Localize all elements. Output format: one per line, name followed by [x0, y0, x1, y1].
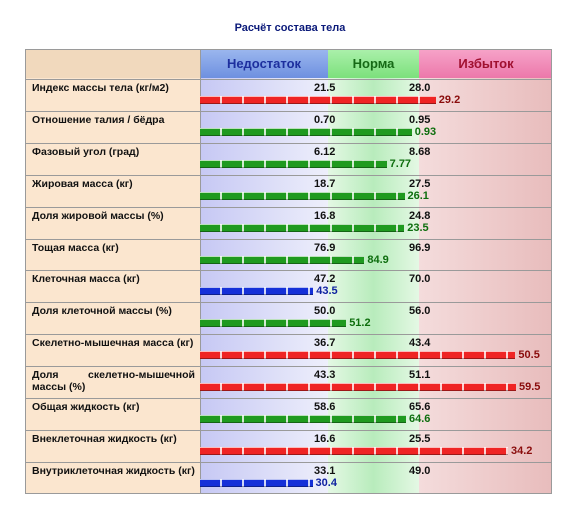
norm-high-value: 70.0: [409, 273, 431, 286]
norm-high-value: 0.95: [409, 113, 431, 126]
value-bar: [200, 319, 347, 328]
row-label: Внеклеточная жидкость (кг): [32, 432, 177, 445]
row-divider: [26, 110, 551, 112]
row-divider: [26, 461, 551, 463]
value-bar: [200, 351, 516, 360]
row-label: Индекс массы тела (кг/м2): [32, 82, 169, 94]
norm-low-value: 43.3: [314, 369, 336, 382]
deficit-zone: [200, 50, 328, 493]
norm-low-value: 16.8: [314, 209, 336, 222]
value-bar: [200, 159, 387, 168]
row-divider: [26, 79, 551, 80]
norm-high-value: 8.68: [409, 145, 431, 158]
row-divider: [26, 174, 551, 176]
value-bar: [200, 287, 314, 296]
norm-high-value: 43.4: [409, 337, 431, 350]
excess-zone: [419, 50, 551, 493]
bar-value-label: 0.93: [414, 125, 437, 138]
row-label: Общая жидкость (кг): [32, 401, 140, 413]
body-composition-table: Недостаток Норма Избыток Индекс массы те…: [25, 49, 552, 494]
norm-low-value: 33.1: [314, 464, 336, 477]
value-bar: [200, 446, 508, 455]
row-label: Жировая масса (кг): [32, 177, 133, 190]
norm-low-value: 58.6: [314, 401, 336, 413]
row-divider: [26, 334, 551, 336]
norm-low-value: 76.9: [314, 241, 336, 254]
bar-value-label: 7.77: [389, 157, 412, 170]
row-divider: [26, 302, 551, 304]
value-bar: [200, 96, 436, 104]
value-bar: [200, 191, 405, 200]
row-label: Внутриклеточная жидкость (кг): [32, 464, 195, 477]
norm-low-value: 21.5: [314, 82, 336, 94]
row-divider: [26, 206, 551, 208]
row-label: Доля скелетно-мышечной массы (%): [32, 369, 195, 394]
bar-value-label: 84.9: [367, 253, 389, 266]
norm-high-value: 28.0: [409, 82, 431, 94]
row-label: Тощая масса (кг): [32, 241, 119, 254]
row-label: Доля клеточной массы (%): [32, 305, 172, 318]
norm-low-value: 18.7: [314, 177, 336, 190]
row-label: Клеточная масса (кг): [32, 273, 140, 286]
bar-value-label: 30.4: [315, 476, 337, 489]
row-divider: [26, 270, 551, 272]
row-divider: [26, 398, 551, 399]
bar-value-label: 23.5: [407, 221, 429, 234]
bar-value-label: 34.2: [510, 444, 533, 457]
value-bar: [200, 478, 313, 487]
bar-value-label: 51.2: [349, 317, 371, 330]
value-bar: [200, 255, 365, 264]
row-divider: [26, 238, 551, 240]
value-bar: [200, 223, 405, 232]
norm-high-value: 65.6: [409, 401, 431, 413]
norm-low-value: 50.0: [314, 305, 336, 318]
row-divider: [26, 429, 551, 431]
norm-high-value: 24.8: [409, 209, 431, 222]
row-label: Отношение талия / бёдра: [32, 113, 165, 126]
header-label-cell: [26, 50, 200, 78]
row-label: Фазовый угол (град): [32, 145, 140, 158]
norm-high-value: 49.0: [409, 464, 431, 477]
row-label: Доля жировой массы (%): [32, 209, 164, 222]
label-column: [26, 50, 200, 493]
row-divider: [26, 142, 551, 144]
row-divider: [26, 366, 551, 368]
column-divider: [200, 50, 201, 493]
norm-high-value: 56.0: [409, 305, 431, 318]
bar-value-label: 59.5: [519, 381, 541, 394]
value-bar: [200, 127, 412, 136]
norm-low-value: 47.2: [314, 273, 336, 286]
bar-value-label: 43.5: [316, 285, 338, 298]
row-label: Скелетно-мышечная масса (кг): [32, 337, 194, 350]
norm-low-value: 0.70: [314, 113, 336, 126]
norm-low-value: 16.6: [314, 432, 336, 445]
norm-high-value: 27.5: [409, 177, 431, 190]
bar-value-label: 50.5: [518, 349, 540, 362]
value-bar: [200, 415, 406, 423]
norm-low-value: 36.7: [314, 337, 336, 350]
chart-title: Расчёт состава тела: [234, 22, 346, 34]
value-bar: [200, 383, 516, 392]
header-deficit: Недостаток: [200, 50, 328, 78]
norm-high-value: 96.9: [409, 241, 431, 254]
norm-zone: [328, 50, 419, 493]
header-norm: Норма: [328, 50, 419, 78]
norm-low-value: 6.12: [314, 145, 336, 158]
norm-high-value: 25.5: [409, 432, 431, 445]
bar-value-label: 26.1: [407, 189, 429, 202]
bar-value-label: 64.6: [409, 413, 431, 425]
header-excess: Избыток: [419, 50, 551, 78]
norm-high-value: 51.1: [409, 369, 431, 382]
bar-value-label: 29.2: [438, 94, 461, 106]
